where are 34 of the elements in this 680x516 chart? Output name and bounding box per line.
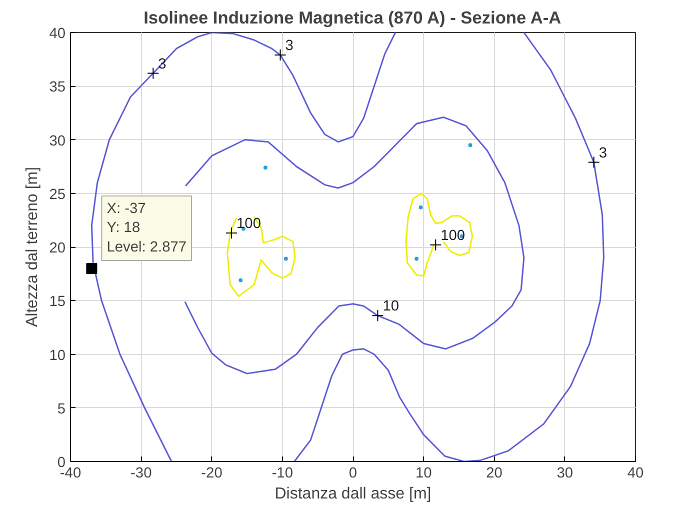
line-series xyxy=(226,216,296,298)
annotation: 10 xyxy=(382,298,400,315)
x-tick-label: 40 xyxy=(627,466,644,482)
point xyxy=(238,278,243,282)
y-tick-label: 10 xyxy=(49,348,66,364)
x-axis-title: Distanza dall asse [m] xyxy=(274,486,432,502)
annotation: 3 xyxy=(285,38,294,54)
annotation: 3 xyxy=(598,145,607,162)
x-tick-label: -30 xyxy=(130,466,152,482)
x-tick-label: 30 xyxy=(556,466,574,482)
line-series xyxy=(405,192,474,277)
annotation: X: -37 Y: 18 Level: 2.877 xyxy=(106,201,187,256)
x-tick-label: 20 xyxy=(486,466,502,482)
x-tick-label: 0 xyxy=(348,466,358,482)
y-tick-label: 15 xyxy=(49,294,66,310)
y-tick-label: 30 xyxy=(49,133,66,150)
y-tick-label: 40 xyxy=(49,26,66,42)
point xyxy=(284,256,288,261)
x-tick-label: 10 xyxy=(415,466,432,482)
x-tick-label: -20 xyxy=(201,466,222,482)
point xyxy=(468,143,472,148)
line-series xyxy=(184,116,525,374)
y-tick-label: 25 xyxy=(49,186,66,203)
point xyxy=(418,205,423,210)
line-series xyxy=(294,32,604,462)
y-axis-title: Altezza dal terreno [m] xyxy=(24,166,42,328)
point xyxy=(263,166,268,170)
chart-title: Isolinee Induzione Magnetica (870 A) - Sezione A-A xyxy=(144,8,562,28)
annotation: 100 xyxy=(440,228,466,244)
y-tick-label: 5 xyxy=(57,401,66,418)
y-tick-label: 20 xyxy=(49,240,66,256)
x-tick-label: -10 xyxy=(272,466,293,482)
point xyxy=(414,256,419,261)
y-tick-label: 35 xyxy=(49,80,66,96)
